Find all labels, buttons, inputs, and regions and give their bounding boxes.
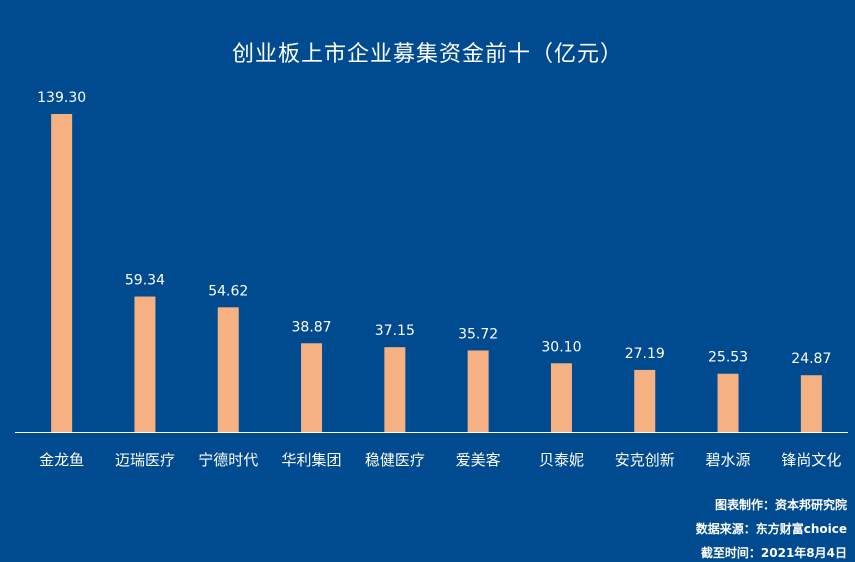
bar-8 [634, 369, 656, 432]
bar-6 [467, 350, 489, 432]
category-label-4: 华利集团 [282, 451, 342, 469]
category-label-1: 金龙鱼 [39, 451, 84, 469]
footer-maker: 图表制作：资本邦研究院 [714, 498, 847, 512]
bar-1 [51, 114, 73, 432]
bar-2 [134, 296, 156, 432]
footer-source: 数据来源：东方财富choice [695, 522, 847, 536]
bar-5 [384, 347, 406, 432]
bar-10 [800, 375, 822, 432]
category-label-5: 稳健医疗 [365, 451, 425, 469]
category-label-9: 碧水源 [706, 451, 751, 469]
bar-9 [717, 373, 739, 432]
value-label-5: 37.15 [375, 323, 415, 339]
value-label-10: 24.87 [791, 351, 831, 367]
category-label-10: 锋尚文化 [781, 451, 841, 469]
value-label-9: 25.53 [708, 350, 748, 366]
category-label-2: 迈瑞医疗 [115, 451, 175, 469]
category-label-3: 宁德时代 [198, 451, 258, 469]
bar-7 [550, 363, 572, 432]
category-label-8: 安克创新 [615, 451, 675, 469]
category-label-6: 爱美客 [456, 451, 501, 469]
category-label-7: 贝泰妮 [539, 451, 584, 469]
value-label-1: 139.30 [37, 90, 86, 106]
bar-3 [217, 307, 239, 432]
value-label-4: 38.87 [292, 319, 332, 335]
bar-4 [301, 343, 323, 432]
value-label-3: 54.62 [208, 283, 248, 299]
value-label-7: 30.10 [541, 339, 581, 355]
value-label-6: 35.72 [458, 326, 498, 342]
value-label-8: 27.19 [625, 346, 665, 362]
footer-date: 截至时间：2021年8月4日 [700, 546, 847, 560]
chart-title: 创业板上市企业募集资金前十（亿元） [231, 42, 623, 67]
value-label-2: 59.34 [125, 273, 165, 289]
